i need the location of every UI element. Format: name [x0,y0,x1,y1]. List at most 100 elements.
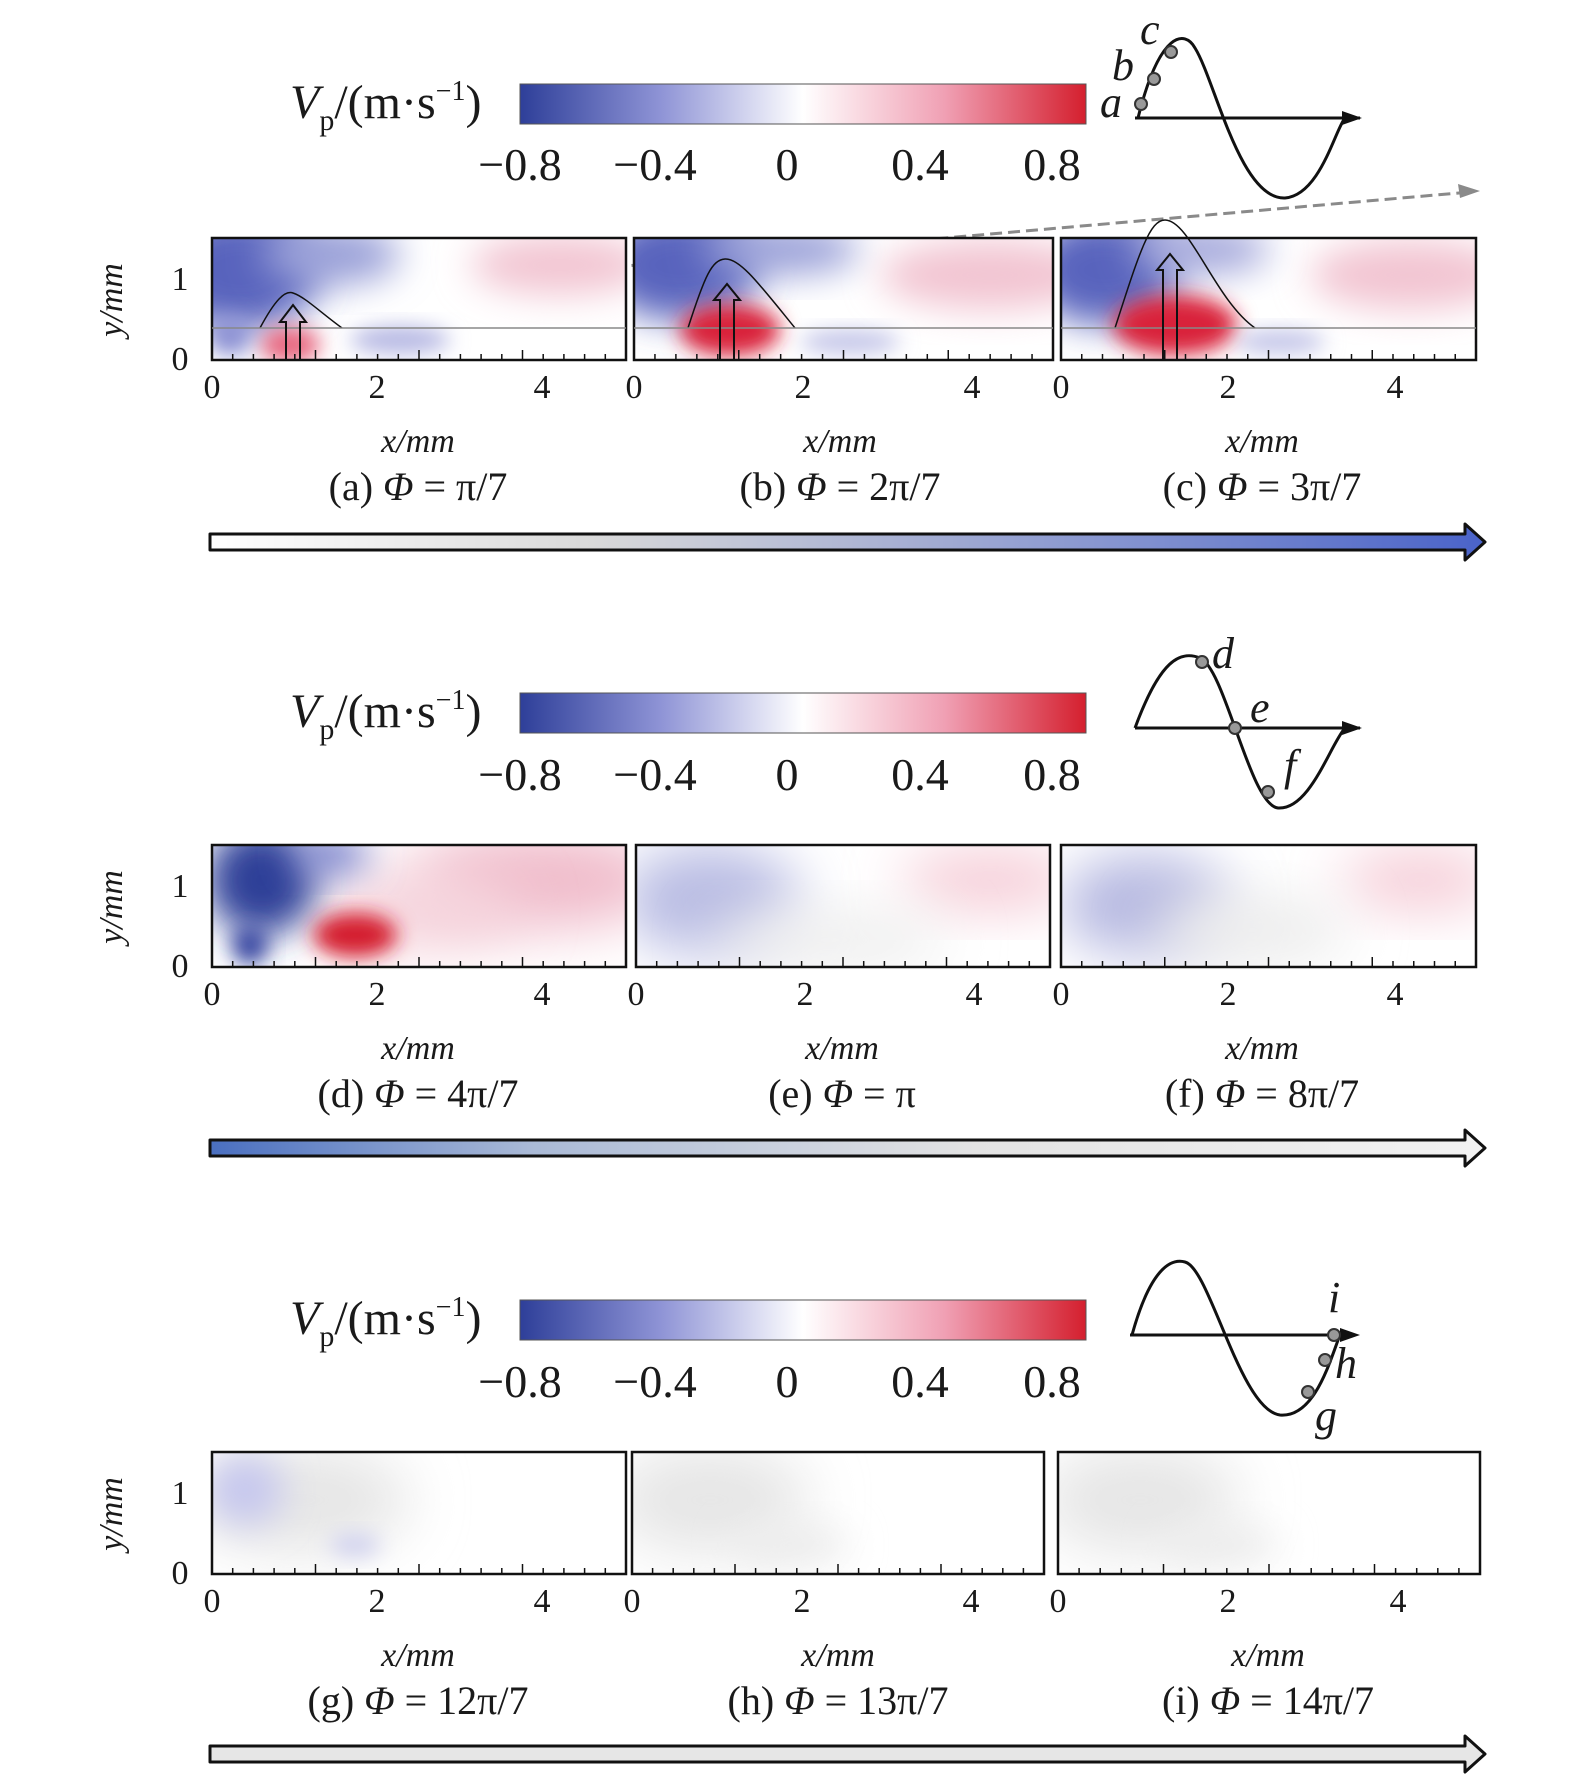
colorbar-tick: 0.4 [891,139,949,190]
y-tick: 1 [172,868,189,905]
x-axis-label: x/mm [380,1030,455,1067]
y-tick: 0 [172,341,189,378]
wave-point [1261,785,1275,799]
colorbar-tick: 0 [776,749,799,800]
x-tick: 2 [1220,369,1237,406]
profile-curve [1114,219,1256,329]
x-tick: 0 [624,1583,641,1620]
x-tick: 4 [534,1583,551,1620]
colorbar-row1: Vp/(m·s−1) −0.8 −0.4 0 0.4 0.8 [290,76,1087,190]
colorbar-tick: 0.8 [1023,1356,1081,1407]
wave-point-label: b [1112,41,1134,90]
dashed-trend-arrowhead [1458,184,1480,198]
colorbar-row3: Vp/(m·s−1) −0.8 −0.4 0 0.4 0.8 [290,1292,1087,1407]
axis-arrowhead [1342,111,1362,125]
axis-minor-ticks [231,350,1460,1574]
time-arrow-row2 [208,1128,1487,1168]
panel-caption-c: (c) Φ = 3π/7 [1163,464,1362,509]
wave-point [1327,1328,1341,1342]
y-tick: 1 [172,1475,189,1512]
colorbar-tick: 0 [776,139,799,190]
jet-arrow [1154,252,1186,360]
jet-arrow [277,303,309,360]
jet-arrow [711,282,743,360]
x-tick: 0 [204,1583,221,1620]
wave-point [1318,1353,1332,1367]
wave-point [1134,97,1148,111]
wave-point-label: e [1250,683,1270,732]
wave-point-label: g [1315,1391,1337,1440]
x-axis-label: x/mm [1224,1030,1299,1067]
wave-point [1228,721,1242,735]
x-tick: 0 [1053,369,1070,406]
x-tick: 4 [534,369,551,406]
wave-point-label: a [1100,78,1122,127]
x-tick: 0 [204,976,221,1013]
x-tick: 2 [369,369,386,406]
colorbar-tick: −0.4 [613,1356,696,1407]
y-axis-label: y/mm [93,1477,130,1554]
panel-e [634,843,1052,969]
colorbar-label-exp: −1 [436,76,466,107]
sine-wave [1133,654,1347,810]
panel-caption-i: (i) Φ = 14π/7 [1162,1678,1374,1723]
x-tick: 0 [1053,976,1070,1013]
colorbar-tick: 0 [776,1356,799,1407]
x-axis-label: x/mm [802,423,877,460]
wave-point [1301,1385,1315,1399]
colorbar-label-sub: p [319,1320,334,1353]
svg-text:Vp/(m·s−1): Vp/(m·s−1) [290,76,481,137]
x-tick: 0 [1050,1583,1067,1620]
profile-curve [259,291,343,329]
colorbar-gradient [519,83,1087,125]
panel-a [210,236,628,362]
axis-arrowhead [1342,721,1362,735]
x-axis-label: x/mm [800,1637,875,1674]
svg-text:Vp/(m·s−1): Vp/(m·s−1) [290,685,481,746]
panel-caption-f: (f) Φ = 8π/7 [1165,1071,1359,1116]
colorbar-tick: 0.4 [891,749,949,800]
x-tick: 2 [369,976,386,1013]
colorbar-label-exp: −1 [436,685,466,716]
x-tick: 2 [1220,976,1237,1013]
sine-wave [1130,1259,1342,1417]
x-tick: 0 [626,369,643,406]
panel-caption-b: (b) Φ = 2π/7 [740,464,941,509]
colorbar-tick: −0.4 [613,749,696,800]
x-tick: 2 [369,1583,386,1620]
time-arrow-row1 [208,522,1487,562]
wave-inset-row3: g h i [1130,1259,1360,1440]
colorbar-label-sub: p [319,713,334,746]
axis-arrowhead [1340,1328,1360,1342]
x-axis-label: x/mm [380,1637,455,1674]
sine-wave [1136,37,1347,200]
panel-g [210,1450,628,1576]
panel-caption-d: (d) Φ = 4π/7 [318,1071,519,1116]
svg-text:Vp/(m·s−1): Vp/(m·s−1) [290,1292,481,1353]
colorbar-row2: Vp/(m·s−1) −0.8 −0.4 0 0.4 0.8 [290,685,1087,800]
x-tick: 2 [1220,1583,1237,1620]
x-tick: 0 [204,369,221,406]
panel-h [630,1450,1046,1576]
colorbar-label-close: ) [465,1292,481,1345]
panel-caption-h: (h) Φ = 13π/7 [728,1678,949,1723]
y-tick: 1 [172,261,189,298]
wave-point-label: h [1335,1339,1357,1388]
colorbar-tick: −0.8 [478,1356,561,1407]
colorbar-label-v: V [290,685,324,738]
colorbar-tick: −0.8 [478,139,561,190]
y-tick: 0 [172,1555,189,1592]
panel-caption-g: (g) Φ = 12π/7 [308,1678,529,1723]
x-tick: 4 [534,976,551,1013]
colorbar-label-close: ) [465,76,481,129]
y-axis-label: y/mm [93,870,130,947]
x-tick: 4 [1390,1583,1407,1620]
x-tick: 4 [966,976,983,1013]
colorbar-label-sub: p [319,104,334,137]
wave-point-label: c [1140,5,1160,54]
x-axis-label: x/mm [1224,423,1299,460]
wave-point-label: d [1212,629,1235,678]
wave-point [1195,655,1209,669]
panel-d [210,843,628,969]
